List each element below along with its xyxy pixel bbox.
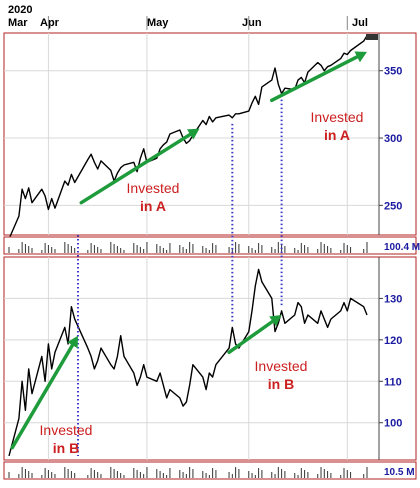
price-line	[8, 35, 368, 240]
month-label: Jun	[242, 17, 262, 29]
annotation-line2: in A	[324, 127, 350, 143]
annotation-line2: in B	[53, 440, 79, 456]
trend-arrow-shaft	[227, 319, 275, 355]
annotation-line2: in A	[140, 198, 166, 214]
annotation-line2: in B	[268, 376, 294, 392]
year-label: 2020	[8, 4, 32, 16]
trend-arrow-shaft	[270, 55, 359, 103]
y-tick-label: 300	[384, 133, 402, 145]
y-tick-label: 110	[384, 376, 402, 388]
stock-a-panel: 250 300 350 100.4 M	[3, 32, 420, 255]
month-label: Jul	[352, 17, 368, 29]
annotations: Invested in A Invested in A Invested in B Inve…	[10, 51, 367, 456]
trend-arrow-shaft	[79, 132, 192, 205]
volume-frame	[3, 236, 417, 255]
y-tick-label: 350	[384, 66, 402, 78]
trend-arrow-head	[67, 335, 78, 349]
month-labels: Mar Apr May Jun Jul	[8, 16, 368, 30]
annotation-line1: Invested	[255, 358, 308, 374]
last-price-marker	[366, 34, 378, 40]
y-tick-label: 250	[384, 200, 402, 212]
annotation-line1: Invested	[311, 109, 364, 125]
switch-lines	[76, 99, 283, 456]
trend-arrow-head	[269, 315, 282, 327]
month-label: Mar	[8, 17, 28, 29]
annotation-line1: Invested	[40, 422, 93, 438]
volume-label: 10.5 M	[384, 467, 415, 478]
trend-arrow-head	[186, 128, 200, 140]
y-tick-label: 130	[384, 293, 402, 305]
month-label: May	[147, 17, 169, 29]
volume-frame	[3, 461, 417, 480]
price-line	[8, 268, 368, 457]
date-axis-header: 2020	[8, 4, 32, 16]
month-label: Apr	[40, 17, 60, 29]
annotation-line1: Invested	[127, 180, 180, 196]
y-tick-label: 100	[384, 418, 402, 430]
y-tick-label: 120	[384, 335, 402, 347]
volume-label: 100.4 M	[384, 242, 420, 253]
stock-b-panel: 100 110 120 130 10.5 M	[3, 256, 417, 480]
trend-arrow-shaft	[10, 343, 75, 450]
trend-arrow-head	[354, 51, 367, 63]
panel-frame	[3, 32, 417, 236]
